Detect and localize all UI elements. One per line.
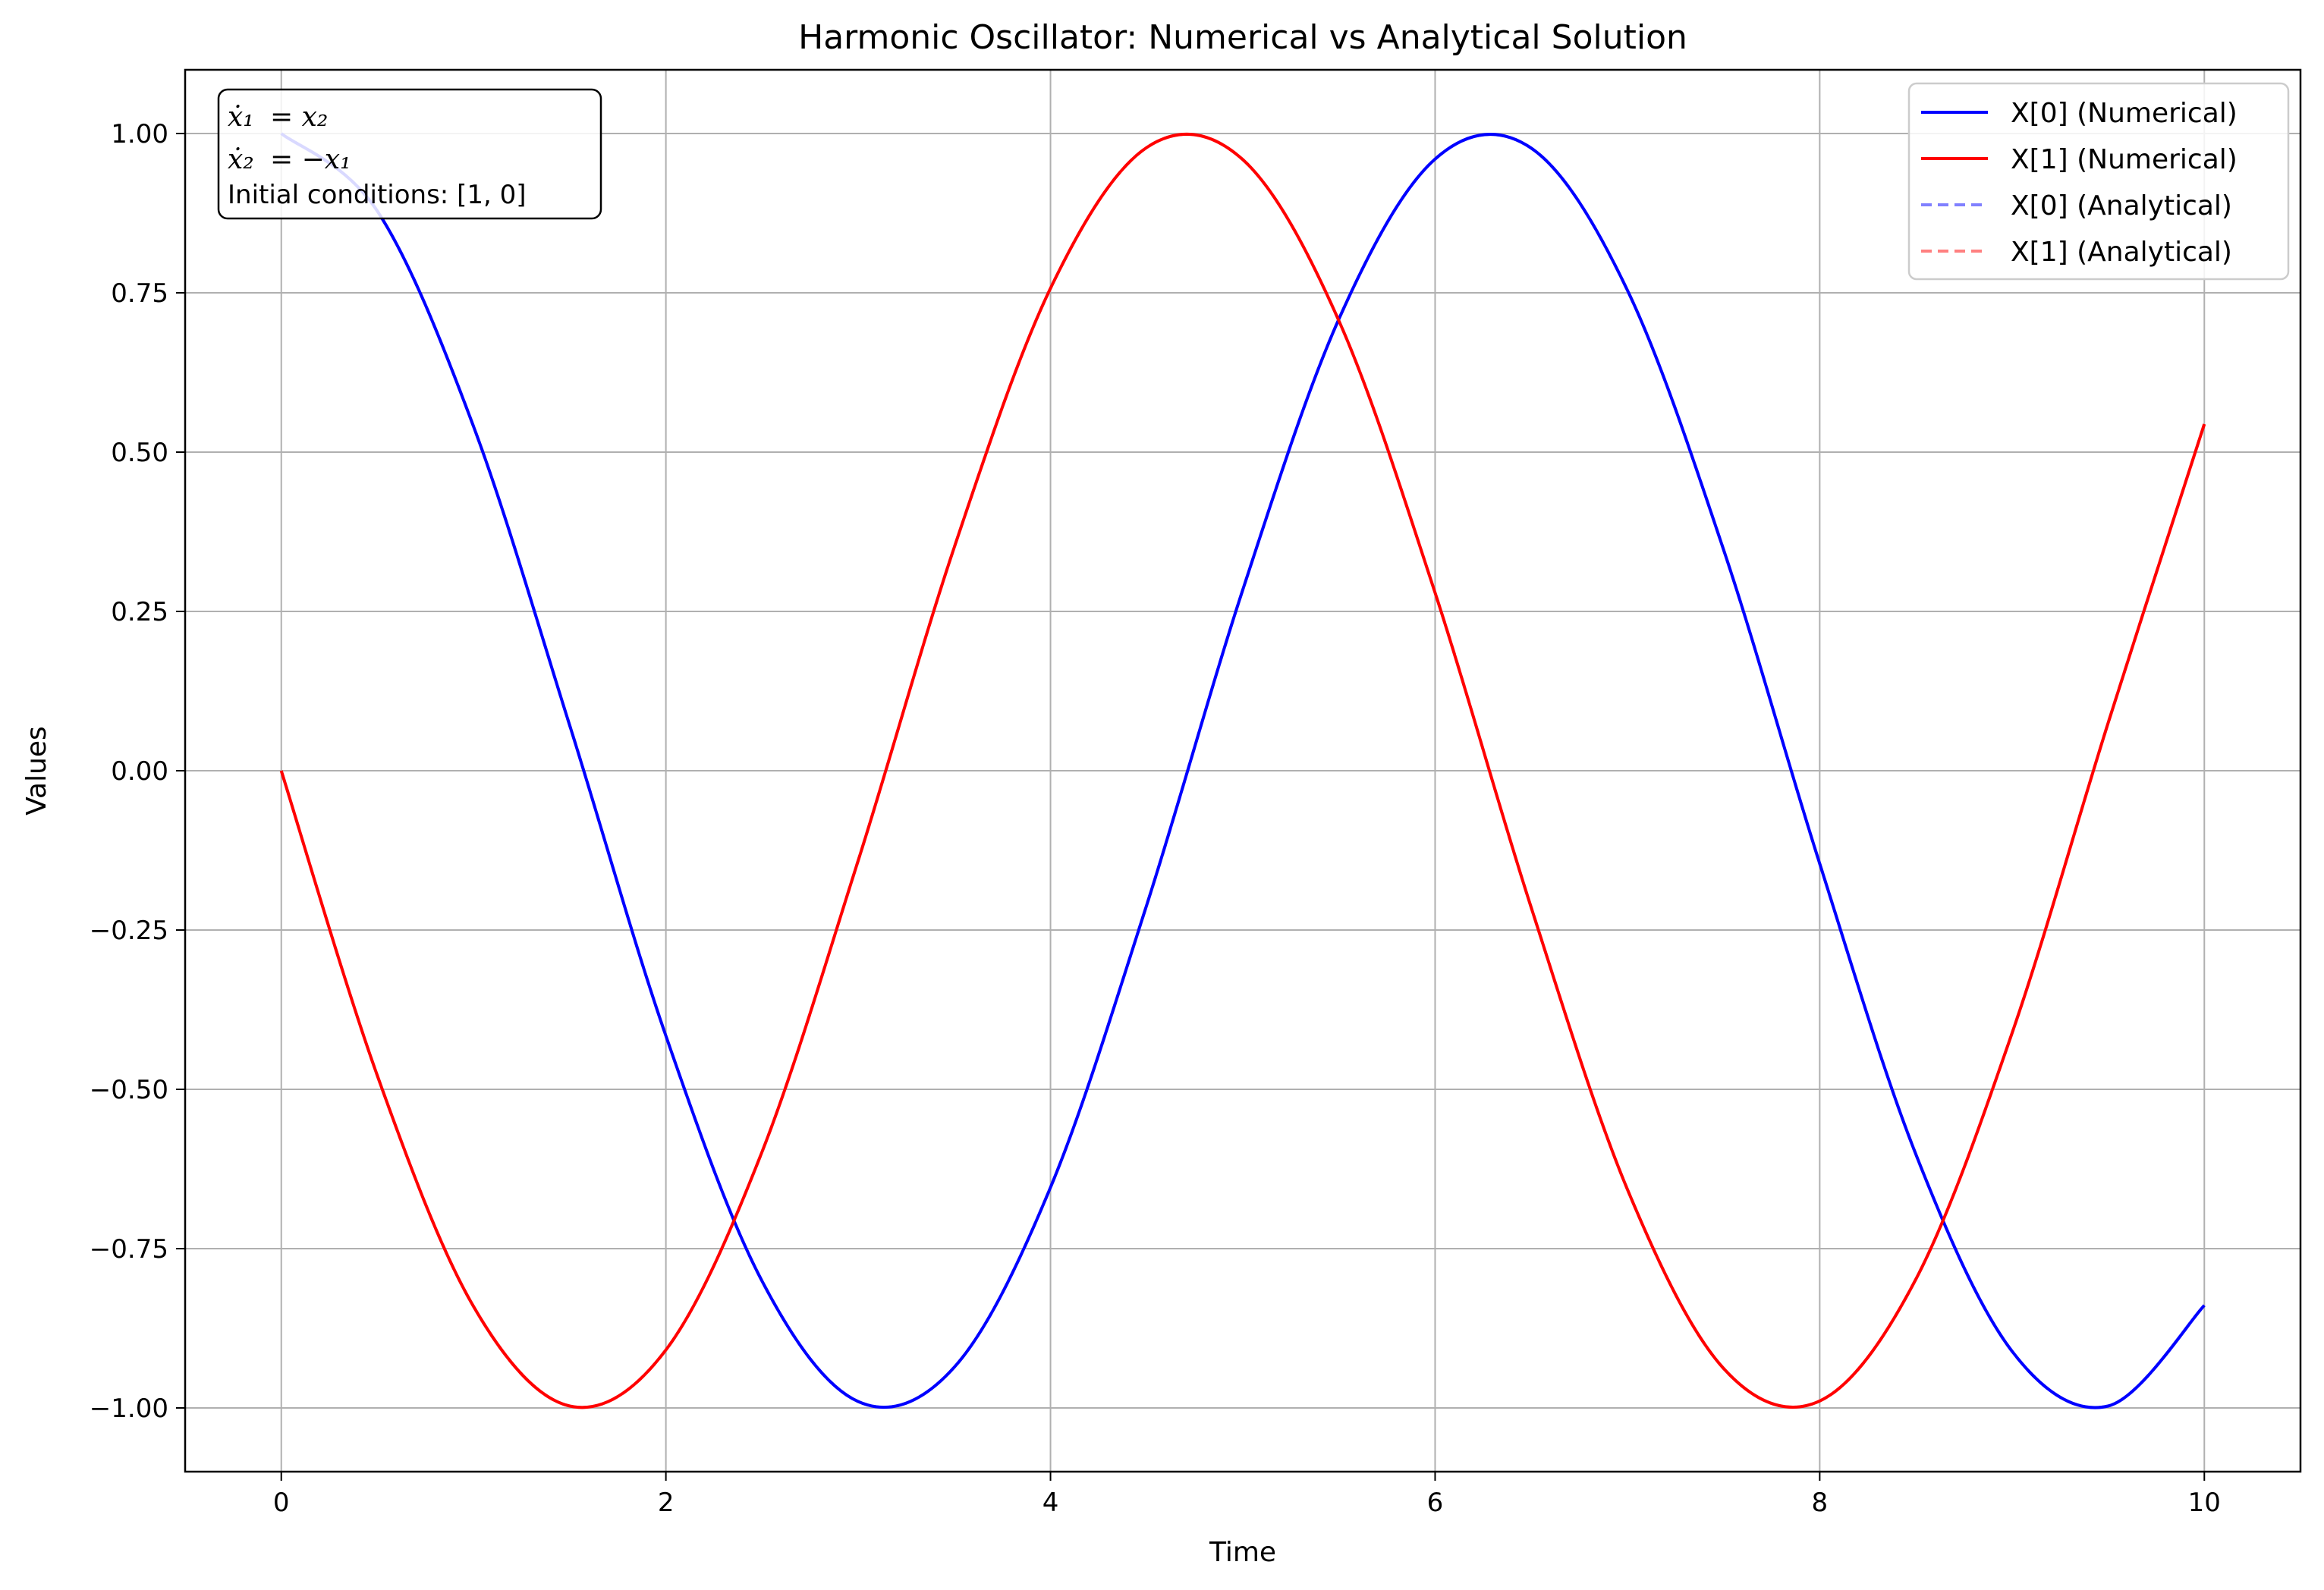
equation-2-lhs: ẋ₂ <box>228 144 254 175</box>
equation-2-rhs: = −x₁ <box>270 144 351 175</box>
y-tick-label: −0.75 <box>90 1234 168 1265</box>
y-tick-label: −1.00 <box>90 1394 168 1424</box>
annotation-frame <box>217 88 602 220</box>
x-tick-label: 6 <box>1427 1488 1444 1518</box>
y-tick-label: 0.00 <box>111 756 168 787</box>
legend-label-3: X[1] (Analytical) <box>2011 237 2232 268</box>
equation-1-lhs: ẋ₁ <box>228 102 254 133</box>
annotation-box: ẋ₁ = x₂ ẋ₂ = −x₁ Initial conditions: [… <box>217 88 602 220</box>
x-axis-label: Time <box>1209 1537 1276 1568</box>
x-tick-label: 8 <box>1812 1488 1829 1518</box>
series-layer <box>279 132 2206 1409</box>
series-line-0 <box>280 132 2206 1409</box>
y-tick-label: −0.50 <box>90 1075 168 1105</box>
initial-conditions-text: Initial conditions: [1, 0] <box>228 180 526 210</box>
x-tick-label: 2 <box>658 1488 675 1518</box>
ticks: 0 2 4 6 8 10 −1.00 −0.75 −0.50 −0.25 0.00 0.25 0.50 0… <box>90 119 2221 1518</box>
legend-label-0: X[0] (Numerical) <box>2011 98 2238 129</box>
x-tick-label: 4 <box>1042 1488 1059 1518</box>
x-tick-label: 10 <box>2188 1488 2221 1518</box>
legend-frame <box>1907 82 2290 281</box>
y-tick-label: −0.25 <box>90 916 168 946</box>
legend: X[0] (Numerical) X[1] (Numerical) X[0] (An… <box>1907 82 2290 281</box>
y-tick-label: 0.75 <box>111 278 168 309</box>
x-tick-label: 0 <box>273 1488 290 1518</box>
y-tick-label: 1.00 <box>111 119 168 149</box>
legend-label-2: X[0] (Analytical) <box>2011 190 2232 222</box>
grid <box>185 70 2300 1472</box>
y-tick-label: 0.25 <box>111 597 168 627</box>
y-axis-label: Values <box>21 726 52 815</box>
chart-title: Harmonic Oscillator: Numerical vs Analyt… <box>798 18 1687 57</box>
equation-1-rhs: = x₂ <box>270 102 328 133</box>
y-tick-label: 0.50 <box>111 438 168 468</box>
series-line-1 <box>279 133 2206 1409</box>
legend-label-1: X[1] (Numerical) <box>2011 144 2238 175</box>
